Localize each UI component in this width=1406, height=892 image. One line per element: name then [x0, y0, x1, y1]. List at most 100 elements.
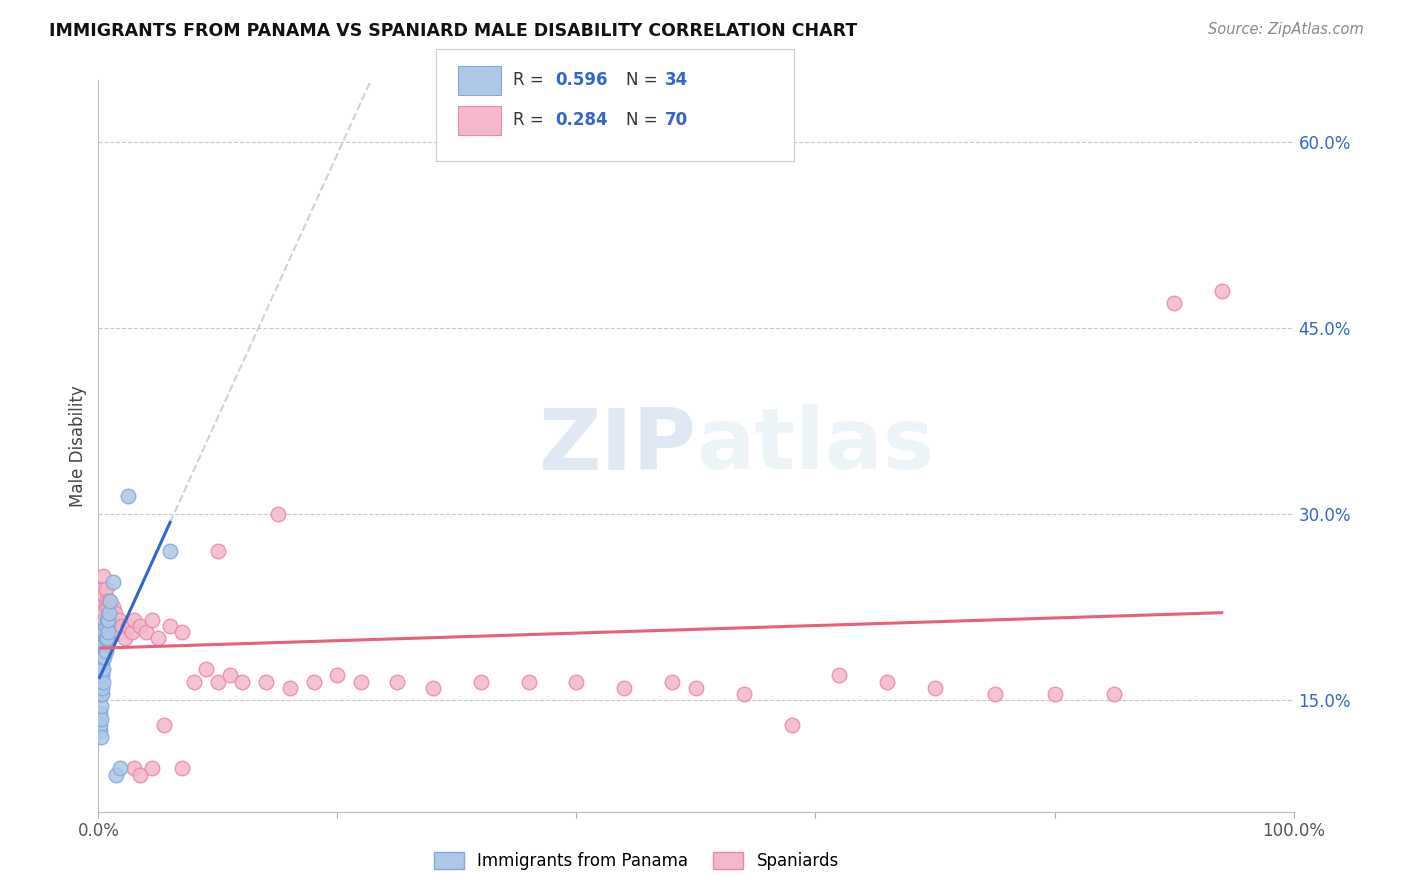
Point	[207, 674, 229, 689]
Point	[101, 619, 124, 633]
Legend: Immigrants from Panama, Spaniards: Immigrants from Panama, Spaniards	[427, 845, 845, 877]
Point	[159, 619, 181, 633]
Y-axis label: Male Disability: Male Disability	[69, 385, 87, 507]
Point	[90, 594, 112, 608]
Point	[90, 731, 112, 745]
Point	[98, 594, 122, 608]
Point	[91, 674, 114, 689]
Point	[278, 681, 301, 695]
Text: Source: ZipAtlas.com: Source: ZipAtlas.com	[1208, 22, 1364, 37]
Point	[207, 544, 229, 558]
Text: 34: 34	[665, 71, 689, 89]
Point	[103, 619, 125, 633]
Point	[97, 631, 120, 645]
Point	[219, 668, 242, 682]
Point	[828, 668, 851, 682]
Point	[93, 588, 115, 602]
Point	[91, 637, 114, 651]
Point	[231, 674, 253, 689]
Point	[172, 761, 194, 775]
Point	[90, 712, 112, 726]
Point	[91, 649, 114, 664]
Point	[613, 681, 636, 695]
Point	[93, 613, 115, 627]
Point	[96, 613, 118, 627]
Point	[96, 594, 118, 608]
Text: ZIP: ZIP	[538, 404, 696, 488]
Point	[1104, 687, 1126, 701]
Point	[159, 544, 181, 558]
Point	[385, 674, 409, 689]
Point	[183, 674, 205, 689]
Point	[124, 761, 146, 775]
Point	[100, 613, 122, 627]
Point	[98, 607, 122, 621]
Point	[90, 687, 112, 701]
Point	[114, 631, 136, 645]
Point	[91, 662, 114, 676]
Point	[105, 767, 128, 781]
Point	[89, 718, 111, 732]
Text: N =: N =	[626, 71, 662, 89]
Point	[780, 718, 803, 732]
Point	[111, 619, 134, 633]
Point	[350, 674, 373, 689]
Point	[89, 706, 111, 720]
Point	[121, 624, 143, 639]
Point	[148, 631, 170, 645]
Point	[141, 613, 163, 627]
Point	[96, 631, 118, 645]
Point	[101, 600, 124, 615]
Text: 0.596: 0.596	[555, 71, 607, 89]
Point	[302, 674, 325, 689]
Point	[104, 607, 127, 621]
Point	[90, 699, 112, 714]
Point	[101, 575, 124, 590]
Point	[517, 674, 540, 689]
Point	[97, 613, 120, 627]
Point	[91, 631, 114, 645]
Point	[195, 662, 218, 676]
Point	[91, 668, 114, 682]
Text: atlas: atlas	[696, 404, 934, 488]
Point	[91, 681, 114, 695]
Point	[107, 613, 129, 627]
Point	[96, 619, 118, 633]
Point	[91, 569, 114, 583]
Point	[107, 619, 129, 633]
Point	[565, 674, 588, 689]
Point	[470, 674, 492, 689]
Point	[98, 594, 121, 608]
Point	[105, 624, 128, 639]
Point	[93, 637, 115, 651]
Point	[98, 613, 121, 627]
Point	[91, 582, 114, 596]
Point	[984, 687, 1007, 701]
Point	[267, 507, 290, 521]
Text: 70: 70	[665, 112, 688, 129]
Point	[422, 681, 444, 695]
Point	[733, 687, 755, 701]
Point	[94, 631, 117, 645]
Point	[254, 674, 277, 689]
Text: 0.284: 0.284	[555, 112, 607, 129]
Point	[685, 681, 707, 695]
Point	[91, 607, 114, 621]
Point	[97, 600, 120, 615]
Point	[91, 662, 114, 676]
Point	[876, 674, 898, 689]
Point	[94, 600, 117, 615]
Point	[1043, 687, 1066, 701]
Point	[135, 624, 157, 639]
Point	[129, 767, 152, 781]
Point	[129, 619, 152, 633]
Point	[93, 649, 115, 664]
Point	[108, 761, 131, 775]
Point	[661, 674, 683, 689]
Point	[1163, 296, 1185, 310]
Point	[108, 624, 131, 639]
Point	[153, 718, 176, 732]
Point	[89, 724, 111, 739]
Point	[326, 668, 349, 682]
Point	[924, 681, 946, 695]
